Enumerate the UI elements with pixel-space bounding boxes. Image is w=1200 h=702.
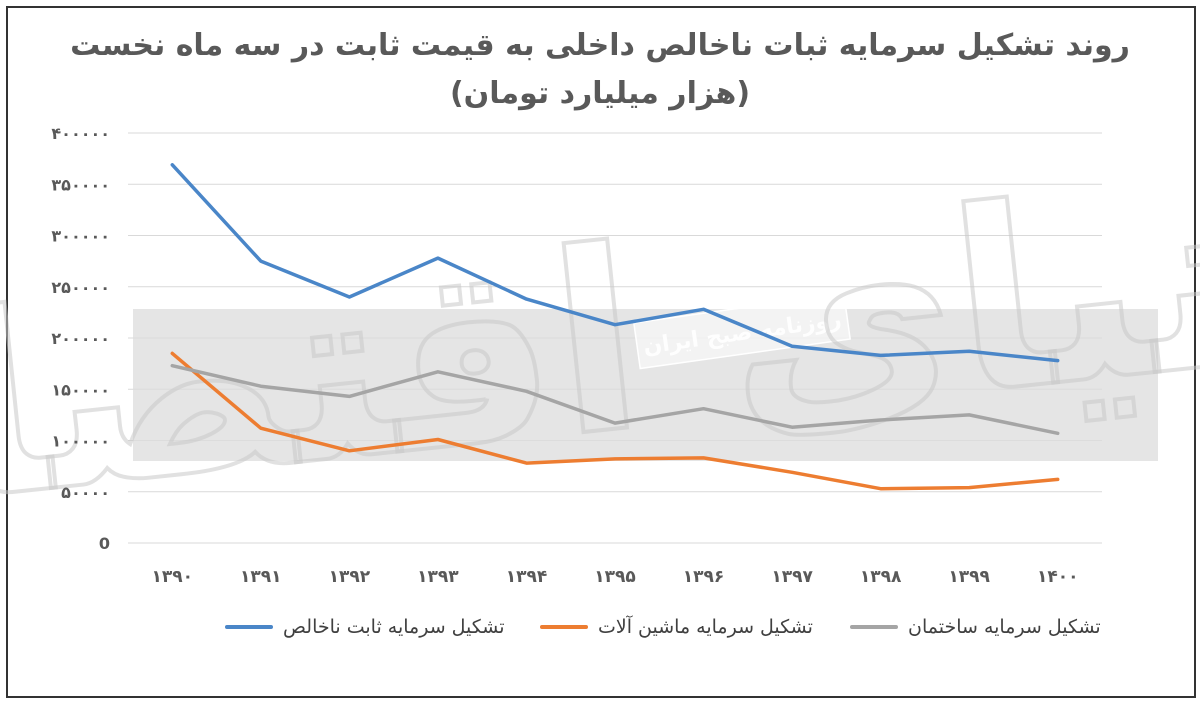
y-tick-label: ۳۵۰۰۰۰ bbox=[51, 175, 110, 194]
legend-swatch-machinery bbox=[540, 625, 588, 629]
x-tick-label: ۱۴۰۰ bbox=[1037, 567, 1079, 587]
y-tick-label: ۱۰۰۰۰۰ bbox=[51, 432, 110, 451]
x-tick-label: ۱۳۹۴ bbox=[506, 567, 548, 587]
legend-item-machinery: تشکیل سرمایه ماشین آلات bbox=[540, 612, 813, 642]
legend-label-machinery: تشکیل سرمایه ماشین آلات bbox=[598, 616, 813, 638]
y-tick-label: ۳۰۰۰۰۰ bbox=[51, 227, 110, 246]
series-line-construction bbox=[170, 363, 1060, 436]
watermark-stamp-box bbox=[632, 292, 852, 370]
x-tick-label: ۱۳۹۱ bbox=[240, 567, 282, 587]
chart-legend: تشکیل سرمایه ثابت ناخالص تشکیل سرمایه ما… bbox=[0, 612, 1200, 642]
legend-swatch-construction bbox=[850, 625, 898, 629]
y-tick-label: ۴۰۰۰۰۰ bbox=[51, 124, 110, 143]
x-tick-label: ۱۳۹۳ bbox=[417, 567, 459, 587]
y-tick-label: ۱۵۰۰۰۰ bbox=[51, 380, 110, 399]
legend-label-gross-fixed-capital: تشکیل سرمایه ثابت ناخالص bbox=[283, 616, 505, 638]
y-tick-label: ۲۰۰۰۰۰ bbox=[51, 329, 110, 348]
x-tick-label: ۱۳۹۲ bbox=[329, 567, 371, 587]
x-tick-label: ۱۳۹۰ bbox=[152, 567, 194, 587]
x-tick-label: ۱۳۹۶ bbox=[683, 567, 725, 587]
x-tick-label: ۱۳۹۷ bbox=[771, 567, 813, 587]
series-line-machinery bbox=[170, 351, 1060, 491]
x-tick-label: ۱۳۹۹ bbox=[948, 567, 990, 587]
legend-label-construction: تشکیل سرمایه ساختمان bbox=[908, 616, 1101, 638]
chart-subtitle: (هزار میلیارد تومان) bbox=[449, 76, 751, 111]
chart-title: روند تشکیل سرمایه ثبات ناخالص داخلی به ق… bbox=[70, 28, 1130, 63]
x-tick-label: ۱۳۹۵ bbox=[594, 567, 636, 587]
legend-item-construction: تشکیل سرمایه ساختمان bbox=[850, 612, 1101, 642]
y-tick-label: 0 bbox=[99, 534, 110, 553]
y-tick-label: ۲۵۰۰۰۰ bbox=[51, 278, 110, 297]
legend-item-gross-fixed-capital: تشکیل سرمایه ثابت ناخالص bbox=[225, 612, 505, 642]
x-tick-label: ۱۳۹۸ bbox=[860, 567, 902, 587]
watermark-logo: دنیای اقتصاد bbox=[0, 118, 1200, 570]
y-tick-label: ۵۰۰۰۰ bbox=[61, 483, 110, 502]
series-line-gross-fixed-capital bbox=[170, 163, 1060, 363]
legend-swatch-gross-fixed-capital bbox=[225, 625, 273, 629]
